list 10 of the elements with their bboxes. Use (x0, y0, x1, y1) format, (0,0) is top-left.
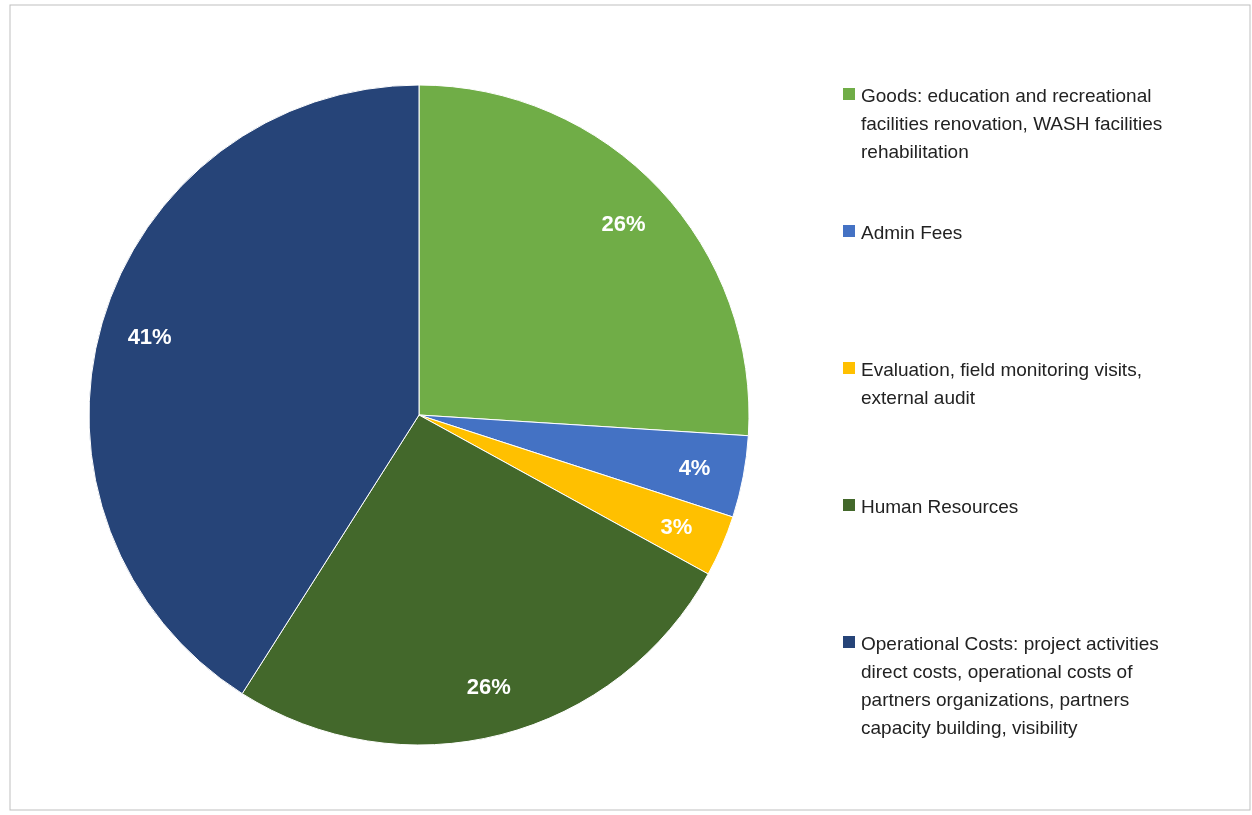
data-label: 26% (466, 674, 511, 700)
data-label: 4% (678, 455, 711, 481)
data-label: 26% (601, 210, 646, 236)
legend-label: Operational Costs: project activities direct costs, operational costs of partners organizations, partners capacity building, visibility (861, 632, 1159, 738)
data-label: 3% (660, 513, 693, 539)
legend-label: Evaluation, field monitoring visits, external audit (861, 358, 1142, 408)
legend-label: Goods: education and recreational facilities renovation, WASH facilities rehabilitation (861, 84, 1163, 162)
data-label: 41% (127, 324, 172, 350)
legend-label: Human Resources (861, 495, 1019, 517)
legend-label: Admin Fees (861, 221, 963, 243)
